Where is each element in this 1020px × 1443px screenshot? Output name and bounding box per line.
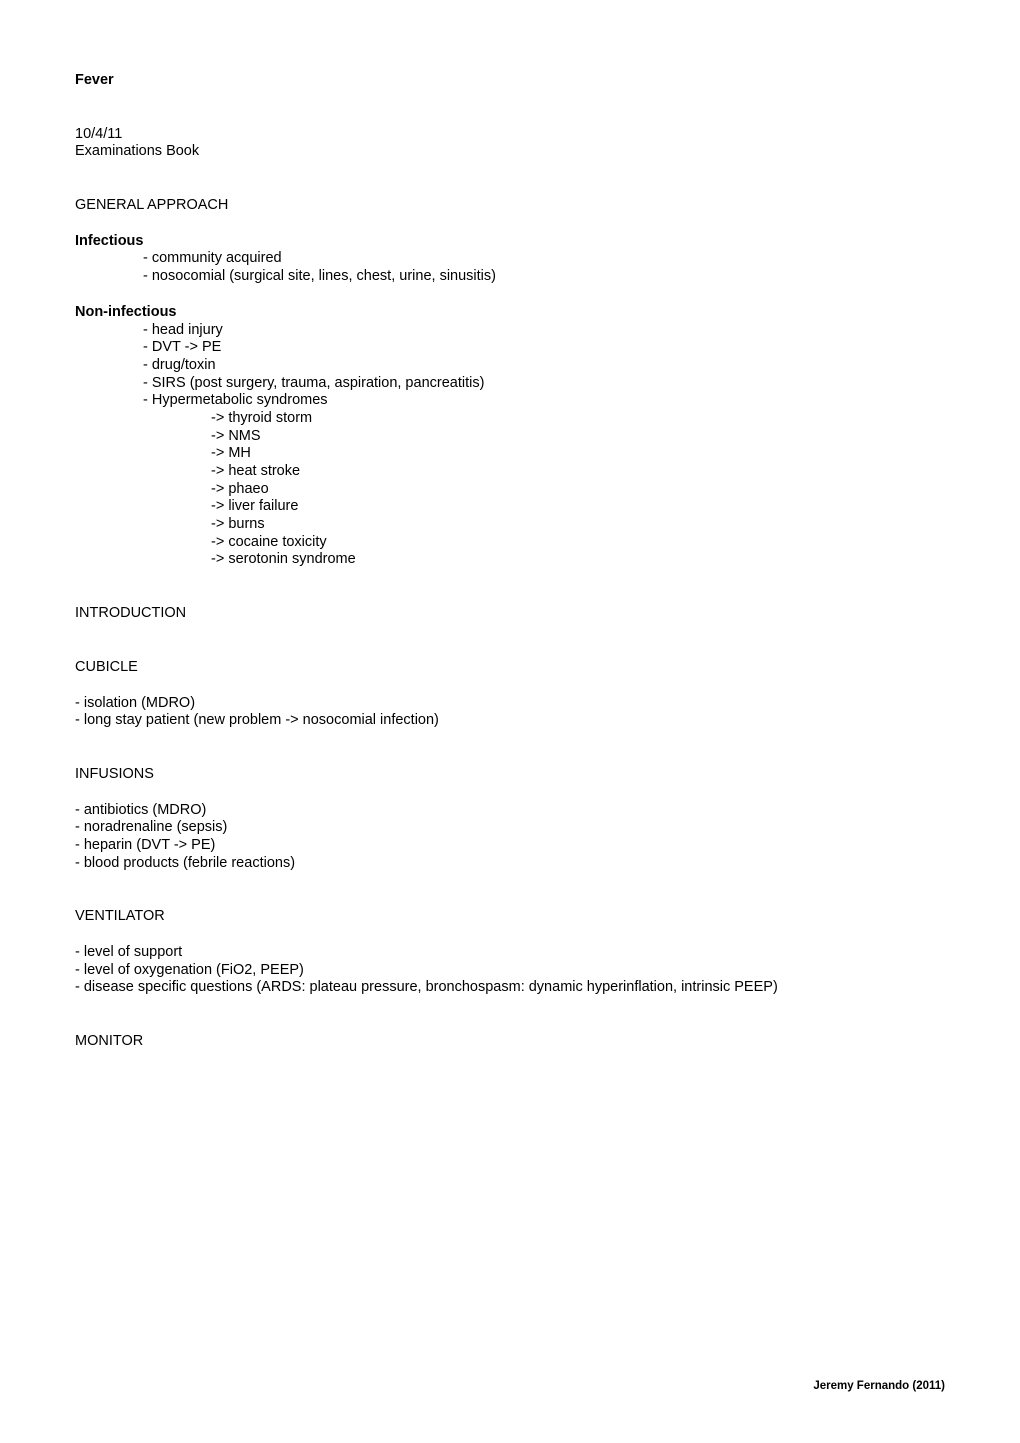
list-subitem: -> burns	[75, 516, 945, 534]
spacer	[75, 890, 945, 908]
list-subitem: -> thyroid storm	[75, 410, 945, 428]
spacer	[75, 784, 945, 802]
list-subitem: -> NMS	[75, 428, 945, 446]
spacer	[75, 179, 945, 197]
spacer	[75, 587, 945, 605]
list-item: - nosocomial (surgical site, lines, ches…	[75, 268, 945, 286]
list-item: - level of support	[75, 944, 945, 962]
list-item: - isolation (MDRO)	[75, 695, 945, 713]
heading-monitor: MONITOR	[75, 1033, 945, 1051]
list-subitem: -> MH	[75, 445, 945, 463]
subtitle: Examinations Book	[75, 143, 945, 161]
spacer	[75, 872, 945, 890]
list-item: - long stay patient (new problem -> noso…	[75, 712, 945, 730]
list-item: - disease specific questions (ARDS: plat…	[75, 979, 945, 997]
spacer	[75, 730, 945, 748]
footer-author: Jeremy Fernando (2011)	[813, 1379, 945, 1393]
list-subitem: -> heat stroke	[75, 463, 945, 481]
spacer	[75, 215, 945, 233]
list-subitem: -> phaeo	[75, 481, 945, 499]
section-introduction: INTRODUCTION	[75, 605, 945, 623]
list-item: - antibiotics (MDRO)	[75, 802, 945, 820]
list-subitem: -> liver failure	[75, 498, 945, 516]
spacer	[75, 90, 945, 108]
spacer	[75, 748, 945, 766]
heading-noninfectious: Non-infectious	[75, 304, 945, 322]
spacer	[75, 997, 945, 1015]
list-item: - level of oxygenation (FiO2, PEEP)	[75, 962, 945, 980]
spacer	[75, 926, 945, 944]
date-line: 10/4/11	[75, 126, 945, 144]
list-item: - Hypermetabolic syndromes	[75, 392, 945, 410]
list-item: - noradrenaline (sepsis)	[75, 819, 945, 837]
list-item: - blood products (febrile reactions)	[75, 855, 945, 873]
list-item: - community acquired	[75, 250, 945, 268]
page-title: Fever	[75, 72, 945, 90]
list-item: - head injury	[75, 322, 945, 340]
spacer	[75, 677, 945, 695]
list-subitem: -> serotonin syndrome	[75, 551, 945, 569]
spacer	[75, 286, 945, 304]
spacer	[75, 161, 945, 179]
spacer	[75, 569, 945, 587]
heading-infusions: INFUSIONS	[75, 766, 945, 784]
spacer	[75, 623, 945, 641]
section-general-approach: GENERAL APPROACH	[75, 197, 945, 215]
heading-infectious: Infectious	[75, 233, 945, 251]
list-item: - heparin (DVT -> PE)	[75, 837, 945, 855]
list-subitem: -> cocaine toxicity	[75, 534, 945, 552]
spacer	[75, 1015, 945, 1033]
spacer	[75, 641, 945, 659]
heading-cubicle: CUBICLE	[75, 659, 945, 677]
list-item: - drug/toxin	[75, 357, 945, 375]
list-item: - DVT -> PE	[75, 339, 945, 357]
spacer	[75, 108, 945, 126]
heading-ventilator: VENTILATOR	[75, 908, 945, 926]
list-item: - SIRS (post surgery, trauma, aspiration…	[75, 375, 945, 393]
